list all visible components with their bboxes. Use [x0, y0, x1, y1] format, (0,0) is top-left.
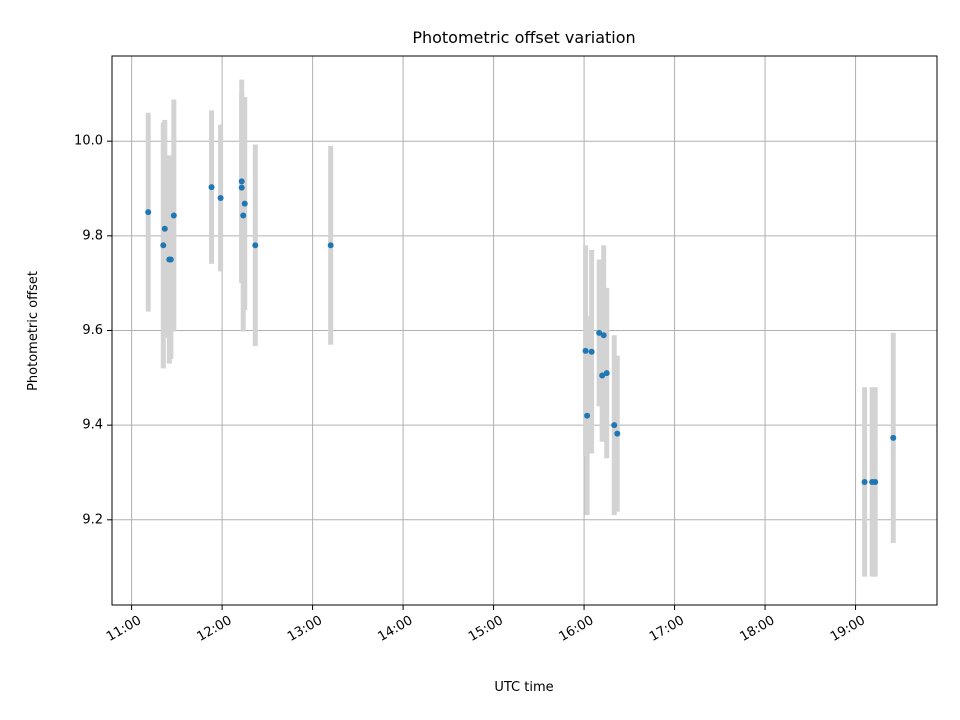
x-tick-label: 17:00 [647, 613, 687, 645]
y-tick-label: 9.4 [82, 418, 103, 433]
y-tick-label: 9.8 [82, 228, 103, 243]
data-point [217, 194, 224, 201]
y-tick-label: 10.0 [74, 134, 103, 149]
data-point [596, 329, 603, 336]
data-point [240, 212, 247, 219]
data-point [238, 184, 245, 191]
data-point [238, 178, 245, 185]
x-tick-label: 11:00 [104, 613, 144, 645]
data-point [872, 478, 879, 485]
chart-title: Photometric offset variation [412, 28, 635, 47]
data-point [327, 242, 334, 249]
data-point [208, 184, 215, 191]
data-point [145, 209, 152, 216]
x-tick-label: 12:00 [195, 613, 235, 645]
data-point [167, 256, 174, 263]
x-axis-label: UTC time [494, 680, 553, 695]
x-tick-label: 16:00 [557, 613, 597, 645]
data-point [861, 478, 868, 485]
data-point [611, 422, 618, 429]
data-points [145, 178, 897, 485]
data-point [584, 412, 591, 419]
error-bars [145, 79, 896, 577]
x-tick-label: 15:00 [466, 613, 506, 645]
x-tick-label: 13:00 [285, 613, 325, 645]
data-point [603, 370, 610, 377]
data-point [161, 225, 168, 232]
data-point [599, 372, 606, 379]
data-point [890, 434, 897, 441]
data-point [170, 212, 177, 219]
grid-lines [112, 56, 937, 605]
data-point [160, 242, 167, 249]
y-tick-label: 9.6 [82, 323, 103, 338]
x-tick-label: 19:00 [828, 613, 868, 645]
data-point [582, 347, 589, 354]
x-tick-label: 18:00 [738, 613, 778, 645]
y-axis-label: Photometric offset [26, 271, 41, 391]
y-tick-label: 9.2 [82, 512, 103, 527]
data-point [252, 242, 259, 249]
axis-ticks: 11:00 12:00 13:00 14:00 15:00 16:00 17:00 18:00… [74, 134, 868, 645]
data-point [614, 430, 621, 437]
data-point [588, 348, 595, 355]
x-tick-label: 14:00 [376, 613, 416, 645]
data-point [241, 200, 248, 207]
data-point [600, 332, 607, 339]
